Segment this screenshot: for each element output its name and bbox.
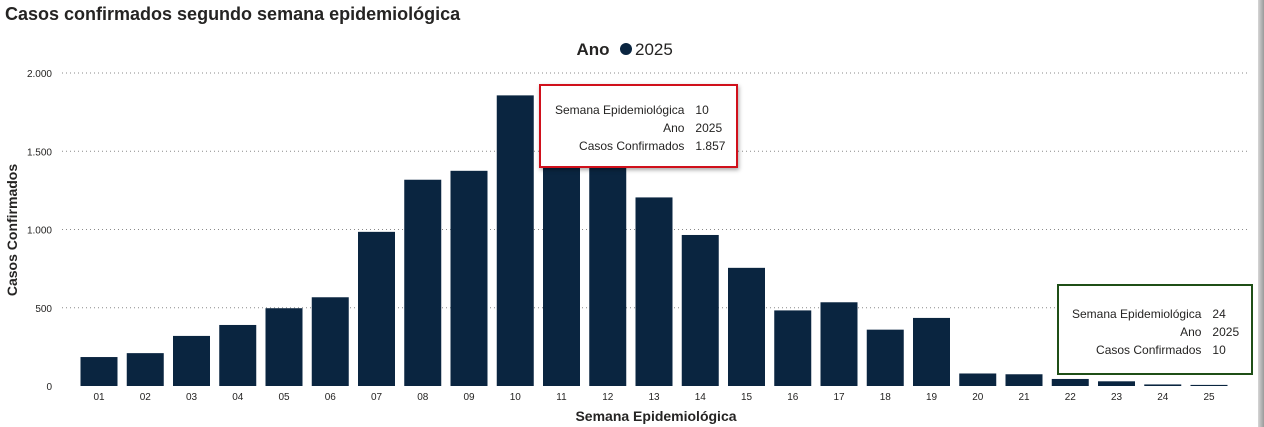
- x-tick-label: 05: [278, 392, 290, 403]
- tooltip-value: 1.857: [695, 139, 726, 153]
- bar-week-09[interactable]: [450, 170, 488, 386]
- bar-week-16[interactable]: [774, 310, 812, 386]
- bar-week-08[interactable]: [404, 179, 442, 386]
- bar-week-06[interactable]: [311, 297, 349, 386]
- tooltip-value: 2025: [695, 121, 723, 135]
- bar-week-12[interactable]: [589, 159, 627, 386]
- tooltip-week-24: Semana Epidemiológica 24 Ano 2025 Casos …: [1057, 284, 1253, 375]
- y-tick-label: 500: [35, 304, 52, 315]
- x-tick-label: 21: [1018, 392, 1030, 403]
- x-tick-label: 22: [1065, 392, 1077, 403]
- bar-week-11[interactable]: [543, 159, 580, 386]
- y-axis-ticks: 0 500 1.000 1.500 2.000: [27, 69, 52, 393]
- bar-week-03[interactable]: [173, 335, 210, 386]
- y-tick-label: 2.000: [27, 69, 52, 80]
- x-tick-label: 16: [787, 392, 799, 403]
- x-tick-label: 07: [371, 392, 383, 403]
- x-tick-label: 12: [602, 392, 614, 403]
- x-tick-label: 24: [1157, 392, 1169, 403]
- x-tick-label: 10: [510, 392, 522, 403]
- tooltip-row: Casos Confirmados 1.857: [555, 137, 725, 155]
- x-axis-ticks: 01 02 03 04 05 06 07 08 09 10 11 12 13 14 15 16 17 18 19 20…: [93, 392, 1215, 403]
- bar-week-05[interactable]: [265, 308, 303, 386]
- bar-week-10[interactable]: [496, 95, 534, 386]
- x-tick-label: 15: [741, 392, 753, 403]
- y-tick-label: 1.000: [27, 226, 52, 237]
- x-tick-label: 01: [93, 392, 105, 403]
- legend-title: Ano: [576, 40, 609, 59]
- tooltip-value: 10: [695, 103, 709, 117]
- y-tick-label: 1.500: [27, 147, 52, 158]
- tooltip-value: 2025: [1212, 325, 1240, 339]
- bar-week-19[interactable]: [913, 317, 950, 386]
- bar-week-20[interactable]: [959, 373, 997, 386]
- tooltip-row: Ano 2025: [1072, 323, 1239, 341]
- bar-week-04[interactable]: [219, 324, 257, 386]
- tooltip-value: 10: [1212, 343, 1226, 357]
- x-tick-label: 25: [1203, 392, 1215, 403]
- tooltip-value: 24: [1212, 307, 1226, 321]
- bar-week-15[interactable]: [728, 267, 765, 386]
- tooltip-key: Semana Epidemiológica: [555, 103, 685, 117]
- tooltip-key: Semana Epidemiológica: [1072, 307, 1202, 321]
- y-axis-label: Casos Confirmados: [4, 164, 20, 296]
- x-tick-label: 02: [140, 392, 152, 403]
- tooltip-row: Ano 2025: [555, 119, 725, 137]
- x-tick-label: 06: [325, 392, 337, 403]
- tooltip-key: Ano: [663, 121, 685, 135]
- tooltip-key: Casos Confirmados: [579, 139, 685, 153]
- x-tick-label: 23: [1111, 392, 1123, 403]
- bars: [80, 95, 1228, 386]
- tooltip-key: Ano: [1180, 325, 1202, 339]
- x-tick-label: 13: [648, 392, 660, 403]
- legend: Ano 2025: [576, 40, 672, 59]
- x-tick-label: 09: [463, 392, 475, 403]
- tooltip-row: Semana Epidemiológica 24: [1072, 305, 1239, 323]
- tooltip-row: Casos Confirmados 10: [1072, 341, 1239, 359]
- x-tick-label: 11: [556, 392, 567, 403]
- chart-title: Casos confirmados segundo semana epidemi…: [5, 4, 461, 24]
- x-tick-label: 19: [926, 392, 938, 403]
- bar-week-23[interactable]: [1098, 381, 1135, 386]
- bar-week-22[interactable]: [1051, 378, 1089, 386]
- legend-marker: [620, 43, 632, 55]
- bar-week-25[interactable]: [1190, 384, 1228, 386]
- bar-week-02[interactable]: [126, 353, 164, 386]
- x-tick-label: 08: [417, 392, 429, 403]
- bar-week-24[interactable]: [1144, 384, 1182, 386]
- x-tick-label: 18: [880, 392, 892, 403]
- bar-week-13[interactable]: [635, 197, 673, 386]
- bar-week-21[interactable]: [1005, 374, 1043, 386]
- bar-week-18[interactable]: [866, 329, 904, 386]
- bar-week-17[interactable]: [820, 302, 858, 386]
- x-tick-label: 04: [232, 392, 244, 403]
- bar-week-01[interactable]: [80, 357, 118, 386]
- legend-label-2025: 2025: [635, 40, 673, 59]
- bar-week-14[interactable]: [681, 234, 719, 386]
- x-axis-label: Semana Epidemiológica: [575, 408, 736, 424]
- x-tick-label: 03: [186, 392, 198, 403]
- x-tick-label: 20: [972, 392, 984, 403]
- bar-week-07[interactable]: [358, 231, 395, 386]
- tooltip-row: Semana Epidemiológica 10: [555, 101, 725, 119]
- tooltip-week-10: Semana Epidemiológica 10 Ano 2025 Casos …: [539, 84, 738, 168]
- x-tick-label: 17: [833, 392, 845, 403]
- scrollbar-edge: [1258, 0, 1264, 427]
- x-tick-label: 14: [695, 392, 707, 403]
- y-tick-label: 0: [46, 382, 52, 393]
- tooltip-key: Casos Confirmados: [1096, 343, 1202, 357]
